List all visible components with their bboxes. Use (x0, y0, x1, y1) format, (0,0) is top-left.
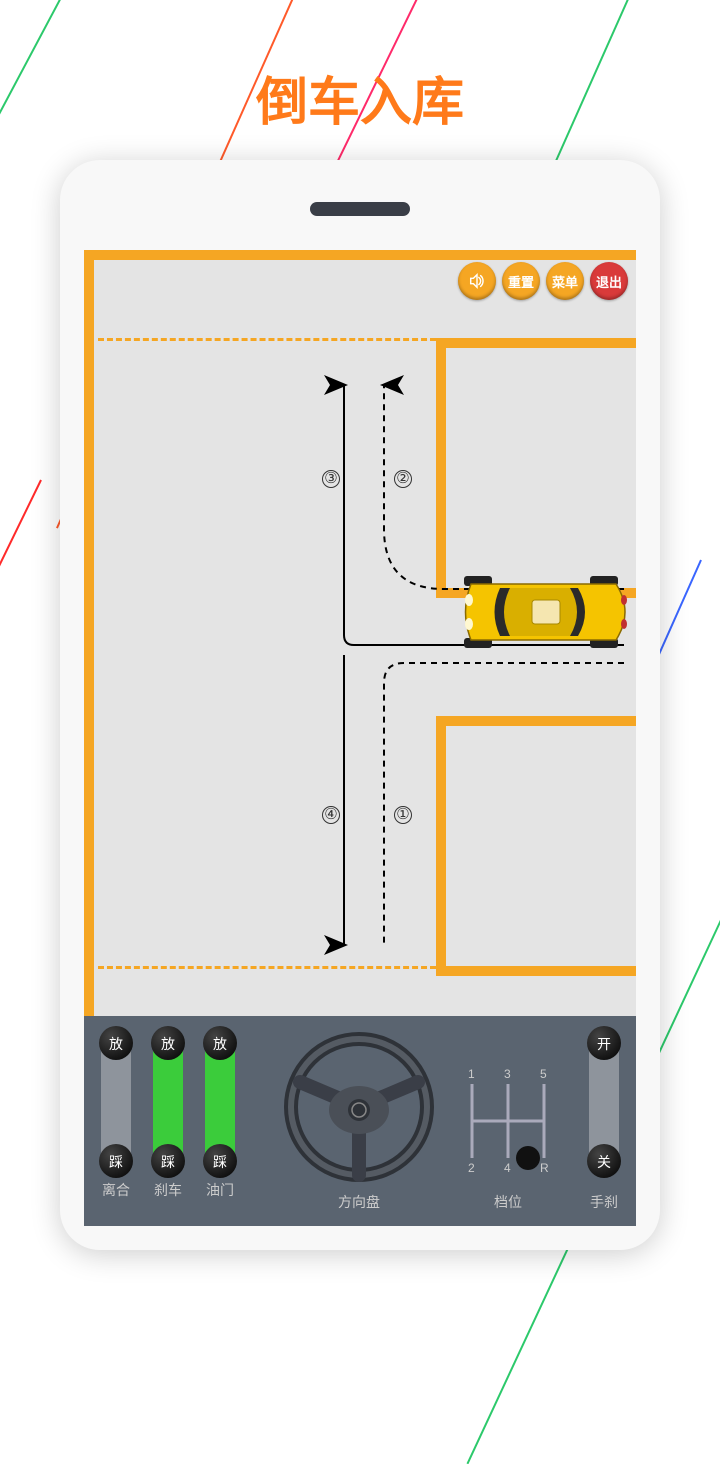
page-title: 倒车入库 (0, 60, 720, 135)
pedal-bottom-label: 踩 (148, 1152, 188, 1172)
app-screen: ② ③ ① ④ 重置 菜单 退出 (84, 250, 636, 1226)
bg-decor-line (0, 480, 42, 1020)
exit-button[interactable]: 退出 (590, 262, 628, 300)
phone-speaker (310, 202, 410, 216)
gear-label: 档位 (458, 1192, 558, 1212)
control-panel: 放踩离合放踩刹车放踩油门 方向盘 1 3 5 2 (84, 1016, 636, 1226)
pedal-label: 离合 (96, 1180, 136, 1200)
pedal-label: 刹车 (148, 1180, 188, 1200)
svg-text:2: 2 (468, 1161, 475, 1175)
pedal-bottom-label: 踩 (200, 1152, 240, 1172)
gear-shifter[interactable]: 1 3 5 2 4 R (458, 1066, 558, 1176)
pedal-bottom-label: 踩 (96, 1152, 136, 1172)
pedal-label: 油门 (200, 1180, 240, 1200)
driving-arena: ② ③ ① ④ 重置 菜单 退出 (84, 250, 636, 1016)
svg-text:3: 3 (504, 1067, 511, 1081)
step-marker-1: ① (394, 806, 412, 824)
handbrake[interactable]: 开 关 (584, 1032, 624, 1172)
steering-wheel-label: 方向盘 (284, 1192, 434, 1212)
top-button-bar: 重置 菜单 退出 (458, 262, 628, 300)
svg-text:1: 1 (468, 1067, 475, 1081)
svg-text:5: 5 (540, 1067, 547, 1081)
handbrake-label: 手刹 (584, 1192, 624, 1212)
steering-wheel-icon (284, 1032, 434, 1182)
pedal-group: 放踩离合放踩刹车放踩油门 (96, 1032, 240, 1172)
speaker-icon (468, 272, 486, 290)
handbrake-top-label: 开 (584, 1034, 624, 1054)
svg-text:R: R (540, 1161, 549, 1175)
gear-diagram-icon: 1 3 5 2 4 R (458, 1066, 558, 1176)
pedal-top-label: 放 (200, 1034, 240, 1054)
pedal-top-label: 放 (148, 1034, 188, 1054)
step-marker-2: ② (394, 470, 412, 488)
menu-button[interactable]: 菜单 (546, 262, 584, 300)
step-marker-4: ④ (322, 806, 340, 824)
handbrake-bottom-label: 关 (584, 1152, 624, 1172)
reset-button[interactable]: 重置 (502, 262, 540, 300)
sound-button[interactable] (458, 262, 496, 300)
car-icon (456, 570, 636, 654)
pedal-top-label: 放 (96, 1034, 136, 1054)
svg-text:4: 4 (504, 1161, 511, 1175)
step-marker-3: ③ (322, 470, 340, 488)
pedal-brake[interactable]: 放踩刹车 (148, 1032, 188, 1172)
phone-frame: ② ③ ① ④ 重置 菜单 退出 (60, 160, 660, 1250)
pedal-throttle[interactable]: 放踩油门 (200, 1032, 240, 1172)
steering-wheel[interactable] (284, 1032, 434, 1182)
pedal-clutch[interactable]: 放踩离合 (96, 1032, 136, 1172)
